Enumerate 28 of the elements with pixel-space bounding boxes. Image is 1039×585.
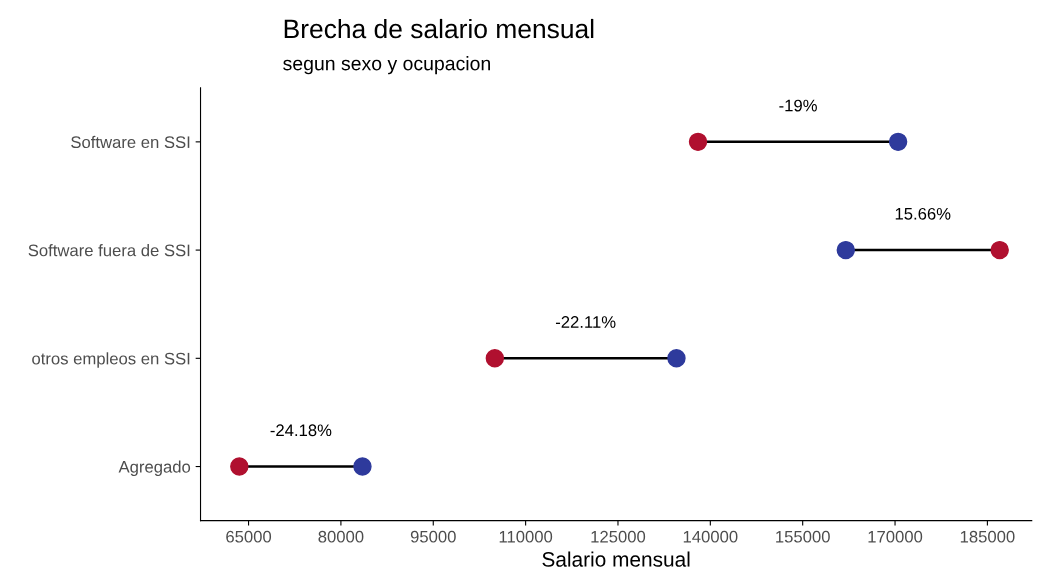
y-tick-label: otros empleos en SSI [32, 352, 190, 368]
x-axis-title: Salario mensual [542, 551, 690, 567]
x-tick-label: 80000 [318, 530, 364, 543]
y-tick-label: Software en SSI [71, 135, 190, 149]
annotation: 15.66% [895, 207, 951, 220]
chart-subtitle: segun sexo y ocupacion [283, 56, 490, 75]
x-tick-label: 170000 [868, 530, 923, 543]
x-tick-label: 185000 [960, 530, 1015, 543]
x-tick-label: 140000 [683, 530, 738, 543]
x-tick-label: 155000 [776, 530, 830, 543]
point [230, 457, 249, 476]
y-tick-label: Software fuera de SSI [28, 244, 190, 257]
point [688, 132, 708, 152]
point [990, 240, 1009, 260]
y-tick-label: Agregado [118, 460, 191, 477]
point [667, 349, 686, 368]
point [888, 132, 908, 152]
chart-title: Brecha de salario mensual [284, 18, 594, 39]
annotation: -24.18% [270, 424, 332, 437]
annotation: -22.11% [555, 316, 616, 328]
x-tick-label: 65000 [226, 530, 272, 543]
x-tick-label: 125000 [591, 530, 646, 543]
point [353, 457, 372, 476]
x-tick-label: 110000 [499, 530, 553, 543]
point [485, 349, 505, 368]
annotation: -19% [779, 99, 817, 112]
x-tick-label: 95000 [410, 530, 456, 543]
point [836, 240, 855, 260]
